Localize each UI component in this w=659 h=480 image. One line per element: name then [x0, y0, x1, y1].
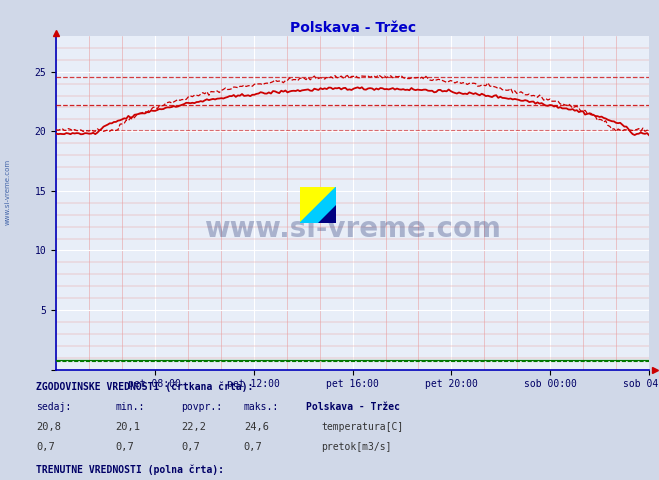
Text: 0,7: 0,7 — [115, 442, 134, 452]
Polygon shape — [300, 187, 336, 223]
Text: pretok[m3/s]: pretok[m3/s] — [322, 442, 392, 452]
Text: Polskava - Tržec: Polskava - Tržec — [306, 402, 401, 412]
Text: 20,8: 20,8 — [36, 422, 61, 432]
Text: 22,2: 22,2 — [181, 422, 206, 432]
Text: maks.:: maks.: — [244, 402, 279, 412]
Text: sedaj:: sedaj: — [36, 402, 71, 412]
Text: www.si-vreme.com: www.si-vreme.com — [204, 216, 501, 243]
Text: min.:: min.: — [115, 402, 145, 412]
Text: 24,6: 24,6 — [244, 422, 269, 432]
Text: ZGODOVINSKE VREDNOSTI (črtkana črta):: ZGODOVINSKE VREDNOSTI (črtkana črta): — [36, 382, 254, 392]
Text: 0,7: 0,7 — [244, 442, 262, 452]
Text: 0,7: 0,7 — [36, 442, 55, 452]
Polygon shape — [300, 187, 336, 223]
Text: povpr.:: povpr.: — [181, 402, 222, 412]
Polygon shape — [318, 205, 336, 223]
Title: Polskava - Tržec: Polskava - Tržec — [289, 21, 416, 35]
Text: 20,1: 20,1 — [115, 422, 140, 432]
Text: TRENUTNE VREDNOSTI (polna črta):: TRENUTNE VREDNOSTI (polna črta): — [36, 464, 224, 475]
Text: 0,7: 0,7 — [181, 442, 200, 452]
Text: www.si-vreme.com: www.si-vreme.com — [5, 159, 11, 225]
Text: temperatura[C]: temperatura[C] — [322, 422, 404, 432]
